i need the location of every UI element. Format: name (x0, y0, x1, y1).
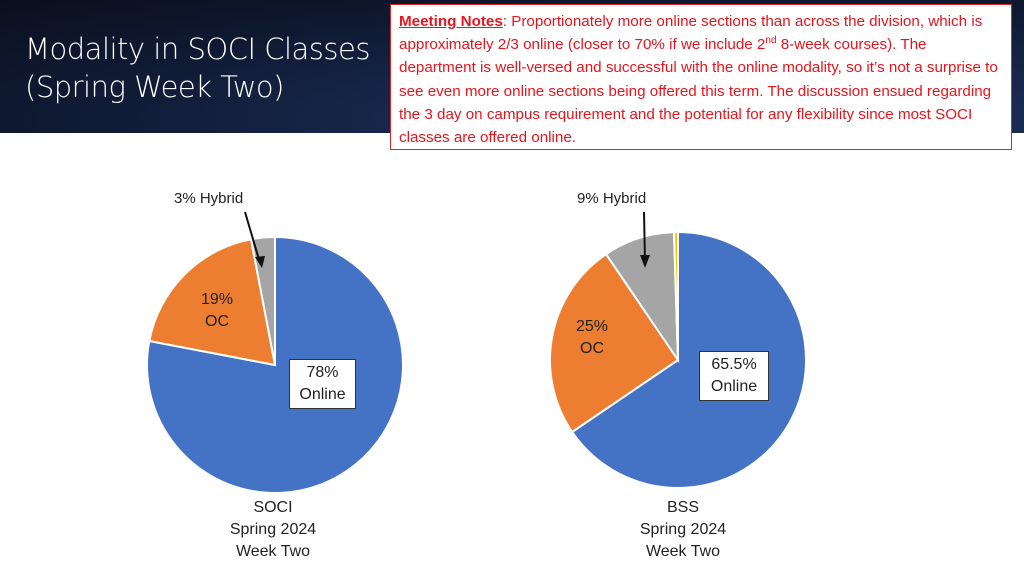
soci-online-pct: 78% (306, 364, 339, 381)
pie-slice-oc (148, 238, 277, 367)
meeting-notes-box: Meeting Notes: Proportionately more onli… (390, 4, 1012, 150)
meeting-notes-text-1: : Proportionately more online sections t… (399, 13, 983, 54)
meeting-notes-superscript: nd (765, 35, 777, 47)
bss-caption-line-3: Week Two (645, 543, 721, 560)
soci-hybrid-callout: 3% Hybrid (174, 190, 244, 207)
soci-hybrid-arrow-icon (244, 211, 265, 268)
pie-slice-other (672, 230, 679, 361)
pie-slice-hybrid (249, 235, 276, 366)
soci-caption: SOCI Spring 2024 Week Two (193, 497, 353, 563)
soci-oc-pct: 19% (200, 291, 234, 308)
soci-oc-name: OC (205, 313, 229, 330)
pie-slice-oc (549, 252, 680, 434)
meeting-notes-label: Meeting Notes (399, 13, 503, 30)
soci-caption-line-2: Spring 2024 (229, 521, 317, 538)
bss-oc-pct: 25% (575, 318, 609, 335)
bss-pie-chart (549, 230, 807, 489)
bss-online-pct: 65.5% (711, 356, 757, 373)
bss-hybrid-arrow-icon (640, 211, 650, 268)
bss-pie-slices (549, 230, 807, 489)
pie-slice-online (570, 230, 807, 489)
soci-online-name: Online (299, 386, 346, 403)
soci-caption-line-3: Week Two (235, 543, 311, 560)
meeting-notes-text-2: 8-week courses). The department is well-… (399, 36, 998, 147)
soci-caption-line-1: SOCI (253, 499, 293, 516)
title-line-2: (Spring Week Two) (25, 70, 284, 104)
bss-oc-name: OC (580, 340, 604, 357)
bss-hybrid-callout: 9% Hybrid (577, 190, 647, 207)
soci-online-label: 78% Online (289, 359, 356, 409)
bss-caption: BSS Spring 2024 Week Two (603, 497, 763, 563)
title-line-1: Modality in SOCI Classes (25, 32, 370, 66)
bss-online-label: 65.5% Online (699, 351, 769, 401)
bss-caption-line-1: BSS (666, 499, 699, 516)
soci-pie-chart (146, 235, 404, 494)
soci-pie-slices (146, 235, 404, 494)
soci-oc-label: 19% OC (192, 289, 242, 333)
bss-caption-line-2: Spring 2024 (639, 521, 727, 538)
bss-online-name: Online (710, 378, 758, 395)
page-title: Modality in SOCI Classes (Spring Week Tw… (25, 30, 370, 106)
bss-oc-label: 25% OC (567, 316, 617, 360)
